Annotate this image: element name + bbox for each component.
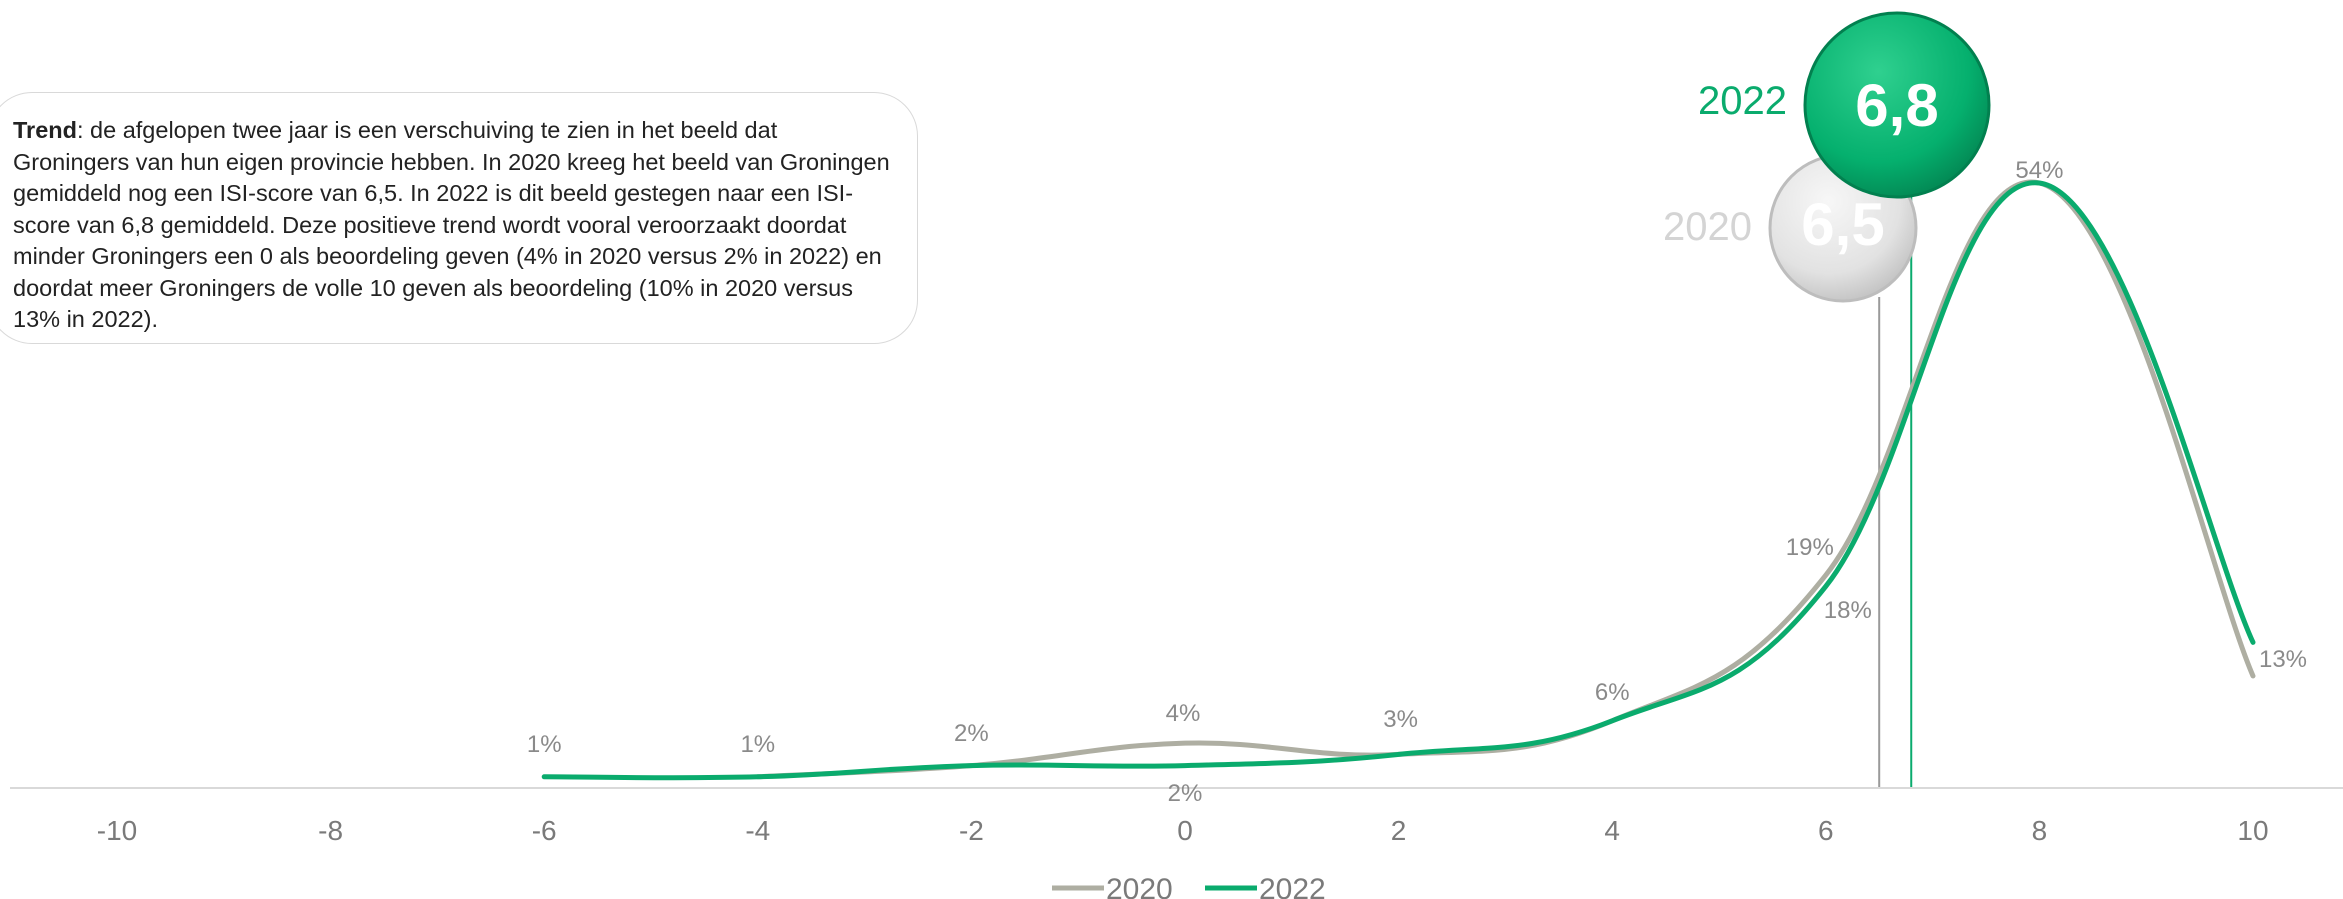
legend-item-2022: 2022 (1205, 873, 1326, 899)
data-label: 2% (1168, 780, 1203, 807)
series-lines (541, 179, 2256, 781)
trend-note-label: Trend (13, 117, 77, 143)
mean-bubble-2022: 6,8 2022 (1698, 11, 1991, 199)
data-label: 4% (1166, 700, 1201, 727)
mean-year-label-2020: 2020 (1663, 205, 1752, 249)
x-tick-label: 10 (2237, 815, 2268, 846)
x-tick-label: -8 (318, 815, 343, 846)
legend-item-2020: 2020 (1052, 873, 1173, 899)
data-label: 1% (527, 731, 562, 758)
trend-note-text: Trend: de afgelopen twee jaar is een ver… (13, 115, 893, 336)
data-label: 1% (740, 731, 775, 758)
x-tick-label: 2 (1391, 815, 1407, 846)
data-labels: 1% 1% 2% 4% 2% 3% 6% 19% 18% 54% 13% (527, 157, 2307, 807)
x-tick-label: 0 (1177, 815, 1193, 846)
data-label: 6% (1595, 679, 1630, 706)
x-tick-label: -6 (532, 815, 557, 846)
trend-note-body: : de afgelopen twee jaar is een verschui… (13, 117, 890, 332)
series-line-2022 (541, 180, 2256, 781)
x-tick-label: 8 (2032, 815, 2048, 846)
trend-note-box: Trend: de afgelopen twee jaar is een ver… (0, 92, 918, 344)
mean-bubbles: 6,5 2020 6,8 2022 (1663, 11, 1991, 303)
data-label: 3% (1383, 706, 1418, 733)
series-line-2020 (755, 179, 2256, 780)
mean-value-2022: 6,8 (1855, 72, 1938, 139)
x-tick-label: -4 (745, 815, 770, 846)
x-tick-label: 6 (1818, 815, 1834, 846)
x-tick-label: -2 (959, 815, 984, 846)
data-label: 18% (1824, 597, 1872, 624)
mean-year-label-2022: 2022 (1698, 79, 1787, 123)
legend-label: 2022 (1259, 873, 1326, 899)
x-tick-label: -10 (97, 815, 137, 846)
x-tick-label: 4 (1604, 815, 1620, 846)
mean-marker-lines (1878, 193, 1913, 788)
x-axis: -10 -8 -6 -4 -2 0 2 4 6 8 10 (10, 787, 2343, 846)
legend-label: 2020 (1106, 873, 1173, 899)
data-label: 13% (2259, 646, 2307, 673)
mean-value-2020: 6,5 (1801, 191, 1884, 258)
data-label: 2% (954, 720, 989, 747)
data-label: 54% (2015, 157, 2063, 184)
legend: 2020 2022 (1052, 873, 1326, 899)
data-label: 19% (1786, 534, 1834, 561)
